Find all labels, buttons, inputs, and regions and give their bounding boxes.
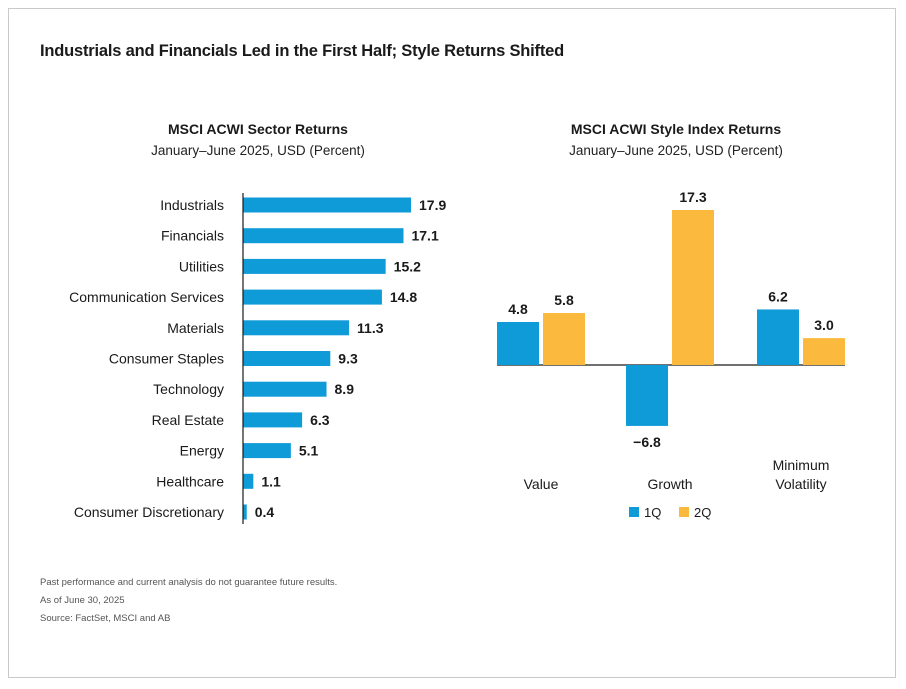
- sector-value-label: 5.1: [299, 443, 319, 459]
- legend-label-q1: 1Q: [644, 505, 661, 520]
- sector-category-label: Consumer Staples: [109, 351, 224, 367]
- style-bar-q2: [803, 338, 845, 365]
- style-value-label: 3.0: [814, 317, 834, 333]
- footnote-disclaimer: Past performance and current analysis do…: [40, 577, 338, 588]
- sector-value-label: 9.3: [338, 351, 358, 367]
- footnote-date: As of June 30, 2025: [40, 595, 125, 606]
- style-value-label: −6.8: [633, 434, 661, 450]
- style-chart-subtitle: January–June 2025, USD (Percent): [569, 143, 783, 158]
- sector-bar: [243, 289, 382, 305]
- style-bar-q2: [672, 210, 714, 365]
- main-title: Industrials and Financials Led in the Fi…: [40, 42, 564, 60]
- sector-value-label: 6.3: [310, 412, 330, 428]
- sector-category-label: Energy: [180, 443, 224, 459]
- style-bar-q1: [626, 365, 668, 426]
- sector-bar: [243, 351, 331, 366]
- sector-category-label: Financials: [161, 228, 224, 244]
- style-category-label: Minimum: [773, 457, 830, 473]
- sector-value-label: 11.3: [357, 320, 384, 336]
- sector-bar: [243, 381, 327, 397]
- style-value-label: 4.8: [508, 301, 528, 317]
- sector-bar: [243, 258, 386, 274]
- style-bar-q1: [497, 321, 539, 365]
- sector-bar: [243, 443, 291, 459]
- legend-swatch-q1: [629, 507, 639, 517]
- sector-value-label: 17.1: [411, 228, 438, 244]
- sector-value-label: 8.9: [335, 381, 355, 397]
- style-value-label: 17.3: [679, 189, 706, 205]
- sector-value-label: 0.4: [255, 504, 275, 520]
- legend-swatch-q2: [679, 507, 689, 517]
- sector-value-label: 17.9: [419, 197, 446, 213]
- sector-category-label: Real Estate: [152, 412, 225, 428]
- style-bar-q2: [543, 313, 585, 365]
- style-category-label: Volatility: [775, 476, 826, 492]
- sector-bar: [243, 473, 254, 489]
- figure-frame: [8, 8, 896, 678]
- sector-category-label: Industrials: [160, 197, 224, 213]
- legend-label-q2: 2Q: [694, 505, 711, 520]
- sector-category-label: Utilities: [179, 258, 224, 274]
- footnote-source: Source: FactSet, MSCI and AB: [40, 613, 171, 624]
- style-chart-title: MSCI ACWI Style Index Returns: [570, 121, 782, 137]
- sector-bar: [243, 197, 411, 213]
- sector-category-label: Healthcare: [156, 473, 224, 489]
- sector-bar: [243, 320, 350, 336]
- sector-chart-title: MSCI ACWI Sector Returns: [168, 121, 348, 137]
- style-value-label: 6.2: [768, 288, 788, 304]
- sector-chart-subtitle: January–June 2025, USD (Percent): [151, 143, 365, 158]
- style-value-label: 5.8: [554, 292, 574, 308]
- sector-bar: [243, 228, 404, 244]
- sector-value-label: 1.1: [261, 473, 281, 489]
- sector-value-label: 14.8: [390, 289, 417, 305]
- sector-category-label: Technology: [153, 381, 224, 397]
- sector-bar: [243, 412, 303, 428]
- sector-value-label: 15.2: [394, 258, 421, 274]
- style-category-label: Value: [524, 476, 559, 492]
- style-category-label: Growth: [647, 476, 692, 492]
- style-bar-q1: [757, 309, 799, 365]
- sector-bar: [243, 504, 247, 520]
- sector-category-label: Communication Services: [69, 289, 224, 305]
- sector-category-label: Materials: [167, 320, 224, 336]
- sector-category-label: Consumer Discretionary: [74, 504, 224, 520]
